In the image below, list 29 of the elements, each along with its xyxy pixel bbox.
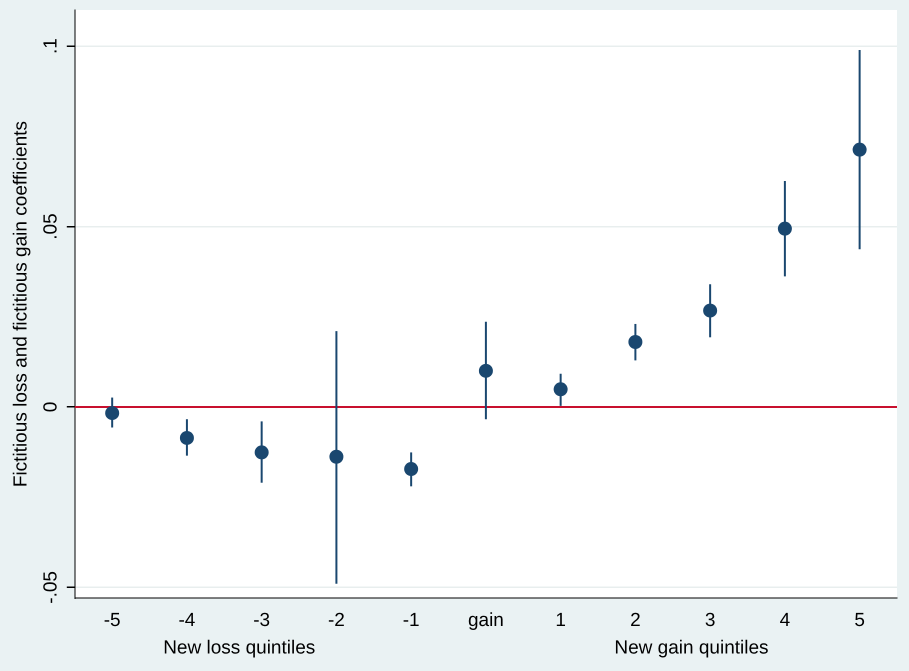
point [404, 462, 418, 476]
x-tick-label: -4 [178, 610, 196, 631]
text: New loss quintiles [163, 638, 316, 659]
point [478, 364, 493, 378]
y-axis-title: Fictitious loss and fictitious gain coefficients [10, 121, 32, 488]
x-tick-label: 2 [630, 610, 641, 631]
y-tick-label: -.05 [40, 571, 62, 604]
point [554, 382, 568, 396]
x-tick-label: -3 [253, 610, 270, 631]
point [329, 450, 344, 464]
x-tick-label: 3 [704, 610, 716, 631]
point [254, 445, 269, 460]
x-tick-label: 1 [555, 610, 566, 631]
x-tick-label: -2 [328, 610, 345, 631]
x-tick-label: 5 [854, 610, 865, 631]
y-tick-label: .1 [40, 38, 62, 54]
point [180, 430, 194, 445]
point [852, 142, 867, 157]
point [778, 222, 792, 236]
x-tick-label: gain [468, 610, 504, 631]
point [703, 304, 718, 318]
text: New gain quintiles [614, 638, 769, 659]
y-tick-label: .05 [40, 213, 62, 240]
x-tick-label: -1 [402, 610, 420, 631]
point [105, 406, 120, 420]
point [628, 334, 642, 349]
y-tick-label: 0 [40, 402, 62, 412]
x-tick-label: -5 [104, 610, 121, 631]
x-tick-label: 4 [780, 610, 791, 631]
